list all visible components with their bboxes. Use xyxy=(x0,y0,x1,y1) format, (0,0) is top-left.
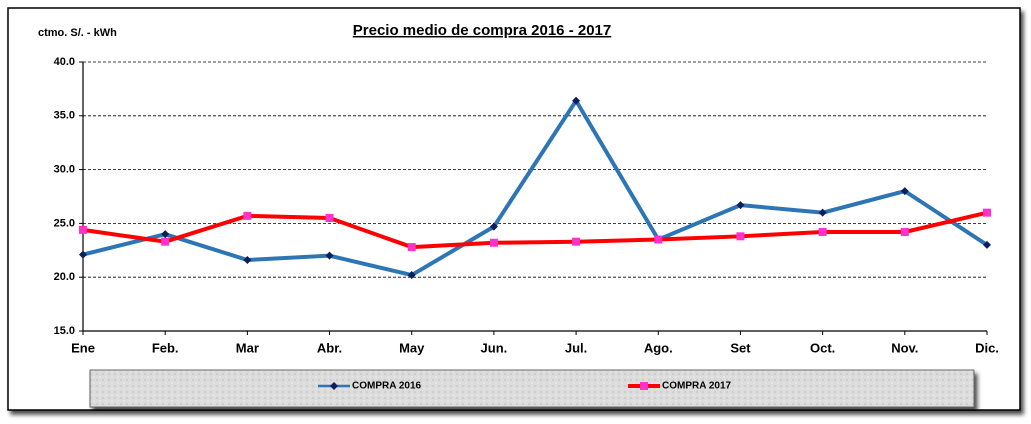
data-point xyxy=(79,250,87,259)
data-point xyxy=(900,228,909,237)
data-point xyxy=(572,96,581,105)
y-tick-label: 30.0 xyxy=(54,164,75,176)
x-tick-label: Jun. xyxy=(481,340,508,355)
legend-marker xyxy=(330,382,338,390)
legend-marker xyxy=(640,382,648,390)
legend-box xyxy=(89,369,975,408)
y-tick-label: 35.0 xyxy=(54,110,75,122)
data-point xyxy=(489,222,498,231)
x-tick-label: Feb. xyxy=(152,340,179,355)
data-point xyxy=(161,230,170,239)
chart-title: Precio medio de compra 2016 - 2017 xyxy=(353,22,611,39)
data-point xyxy=(325,251,334,260)
data-point xyxy=(736,232,745,241)
y-axis-label: ctmo. S/. - kWh xyxy=(38,27,117,39)
data-point xyxy=(654,235,663,244)
x-tick-label: Abr. xyxy=(317,340,342,355)
x-tick-label: Ene xyxy=(71,340,95,355)
x-tick-label: Ago. xyxy=(644,340,673,355)
data-point xyxy=(818,228,827,237)
legend-label: COMPRA 2016 xyxy=(352,381,422,392)
series-line xyxy=(82,210,988,250)
data-point xyxy=(161,237,170,246)
x-tick-label: Nov. xyxy=(891,340,918,355)
data-point xyxy=(983,240,991,249)
x-tick-label: Jul. xyxy=(565,340,587,355)
data-point xyxy=(900,187,909,196)
x-tick-label: Mar xyxy=(236,340,259,355)
data-point xyxy=(983,208,991,217)
data-point xyxy=(407,243,416,252)
x-tick-label: Oct. xyxy=(810,340,835,355)
data-point xyxy=(79,225,87,234)
x-tick-label: Dic. xyxy=(975,340,999,355)
data-point xyxy=(243,211,252,220)
data-point xyxy=(243,255,252,264)
data-point xyxy=(407,271,416,280)
data-point xyxy=(572,237,581,246)
y-tick-label: 40.0 xyxy=(54,56,75,68)
data-point xyxy=(325,214,334,223)
series-line xyxy=(82,98,989,278)
data-point xyxy=(736,201,745,210)
legend-label: COMPRA 2017 xyxy=(662,381,732,392)
x-tick-label: Set xyxy=(730,340,751,355)
x-tick-label: May xyxy=(399,340,425,355)
y-tick-label: 15.0 xyxy=(54,325,75,337)
chart-frame xyxy=(7,7,1021,411)
y-tick-label: 25.0 xyxy=(54,217,75,229)
data-point xyxy=(818,208,827,217)
y-tick-label: 20.0 xyxy=(54,271,75,283)
data-point xyxy=(489,238,498,247)
